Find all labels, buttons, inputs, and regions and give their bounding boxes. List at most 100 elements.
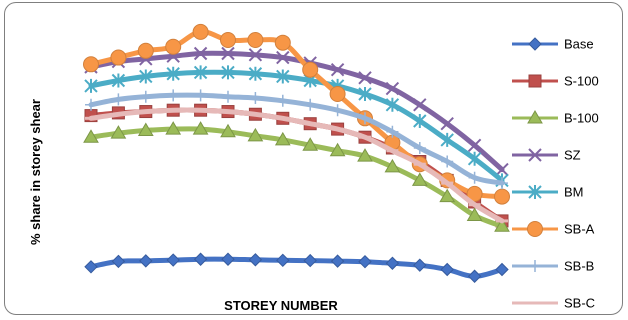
data-point-sb-b-8 [276, 94, 289, 107]
data-point-b-100-2 [110, 125, 127, 139]
data-point-sb-b-13 [413, 142, 426, 154]
data-point-bm-8 [276, 69, 290, 84]
data-point-base-2 [111, 254, 126, 269]
data-point-bm-6 [221, 65, 235, 80]
legend-marker-base [528, 37, 542, 51]
data-point-base-12 [385, 256, 400, 270]
data-point-sz-7 [248, 48, 263, 62]
data-point-bm-1 [84, 78, 98, 93]
data-point-base-14 [440, 262, 454, 277]
data-point-sb-b-12 [386, 125, 399, 138]
legend-label-base: Base [564, 37, 594, 52]
data-point-sz-15 [467, 138, 482, 153]
data-point-sb-a-9 [302, 61, 319, 78]
data-point-base-5 [193, 252, 208, 266]
legend-label-b-100: B-100 [564, 111, 599, 126]
data-point-sb-a-1 [83, 56, 99, 73]
data-point-bm-14 [440, 132, 454, 147]
data-point-sb-b-15 [468, 171, 481, 184]
legend-item-b-100: B-100 [512, 110, 599, 126]
data-point-sb-b-2 [112, 93, 125, 106]
legend-label-s-100: S-100 [564, 74, 599, 89]
data-point-sb-a-4 [165, 38, 182, 55]
legend-item-sb-c: SB-C [512, 296, 595, 311]
data-point-sz-16 [495, 162, 509, 177]
y-axis-title: % share in storey shear [28, 99, 43, 245]
data-point-base-11 [358, 254, 372, 269]
data-point-sb-b-1 [85, 98, 97, 111]
x-axis-title: STOREY NUMBER [224, 298, 338, 313]
legend-marker-sb-a [527, 221, 543, 237]
data-point-b-100-15 [466, 207, 483, 221]
series-sb-b [85, 89, 508, 190]
data-point-sb-b-4 [167, 89, 180, 102]
data-point-b-100-7 [247, 127, 264, 142]
data-point-base-1 [84, 260, 98, 274]
data-point-bm-3 [139, 69, 153, 84]
series-line-s-100 [88, 107, 505, 224]
data-point-bm-7 [248, 66, 263, 81]
series-line-sz [88, 50, 505, 173]
data-point-base-9 [303, 253, 317, 268]
data-point-base-6 [221, 252, 235, 266]
data-point-sz-8 [276, 50, 290, 65]
data-point-sb-a-2 [110, 49, 127, 66]
series-base [84, 252, 509, 283]
legend-marker-sb-b [529, 260, 541, 272]
legend-label-sz: SZ [564, 148, 581, 163]
data-point-sb-a-6 [220, 32, 236, 48]
data-point-base-15 [467, 269, 482, 283]
data-point-b-100-9 [302, 137, 319, 151]
legend-label-sb-c: SB-C [564, 296, 595, 311]
legend-marker-b-100 [527, 110, 543, 124]
data-point-sb-a-15 [466, 185, 483, 202]
data-point-sb-b-11 [359, 112, 371, 125]
data-point-sb-b-7 [249, 92, 262, 105]
legend-label-sb-a: SB-A [564, 222, 595, 237]
data-point-bm-4 [166, 66, 180, 81]
legend-label-bm: BM [564, 185, 584, 200]
legend-marker-bm [528, 185, 542, 199]
data-point-sb-b-14 [441, 155, 454, 168]
series-line-base [88, 256, 505, 279]
data-point-base-13 [413, 258, 427, 272]
series-line-bm [88, 69, 505, 183]
series-line-sb-c [88, 107, 505, 224]
legend-marker-s-100 [528, 74, 542, 88]
plot-area [83, 23, 510, 283]
data-point-b-100-10 [329, 142, 346, 157]
data-point-sz-6 [221, 46, 235, 61]
data-point-bm-11 [358, 87, 372, 101]
data-point-sb-a-7 [247, 32, 264, 48]
data-point-sz-11 [358, 71, 372, 85]
data-point-sz-14 [440, 116, 454, 131]
data-point-base-7 [248, 253, 263, 267]
series-line-sb-b [88, 92, 505, 186]
series-b-100 [83, 121, 510, 232]
data-point-sb-a-10 [329, 86, 346, 102]
data-point-b-100-14 [439, 188, 456, 203]
data-point-sb-a-8 [274, 34, 291, 51]
data-point-sb-b-5 [194, 89, 207, 102]
data-point-b-100-5 [192, 121, 209, 135]
data-point-base-8 [276, 253, 290, 268]
series-line-b-100 [88, 126, 505, 229]
data-point-bm-13 [413, 114, 427, 128]
legend-item-sb-a: SB-A [512, 221, 595, 237]
data-point-sb-a-5 [192, 23, 209, 40]
series-sb-c [85, 107, 508, 224]
data-point-sz-13 [413, 98, 427, 112]
data-point-b-100-6 [220, 123, 236, 138]
data-point-bm-15 [467, 151, 482, 166]
data-point-bm-5 [193, 65, 208, 80]
legend-marker-sz [528, 148, 542, 162]
data-point-sz-12 [385, 81, 400, 96]
data-point-b-100-13 [411, 172, 428, 186]
data-point-b-100-1 [83, 129, 99, 143]
legend-item-bm: BM [512, 185, 584, 200]
legend-item-base: Base [512, 37, 594, 52]
data-point-sb-a-16 [494, 188, 510, 205]
legend: Base S-100 B-100 SZ BM SB-A SB-B SB-C [512, 37, 599, 311]
data-point-bm-2 [111, 73, 126, 88]
